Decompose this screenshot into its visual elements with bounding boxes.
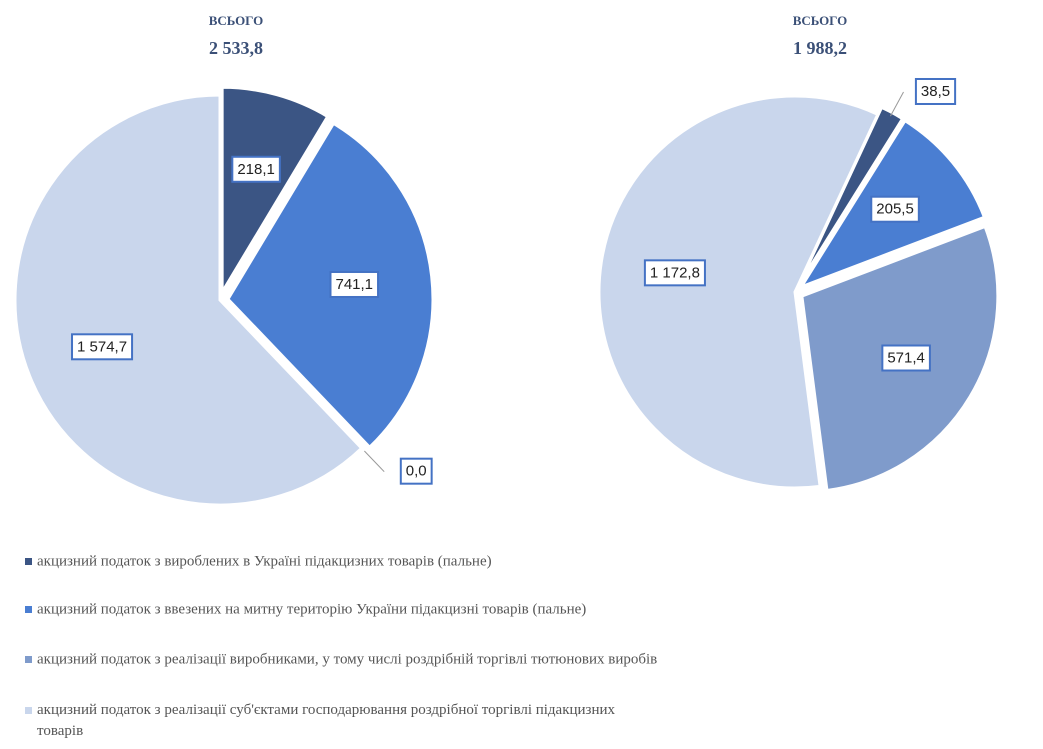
- pie-slice: [13, 93, 364, 507]
- chart-title: ВСЬОГО: [793, 13, 848, 28]
- data-label: 38,5: [921, 83, 950, 100]
- leader-line: [364, 450, 385, 473]
- data-label-box: [881, 344, 931, 372]
- legend-swatch: [25, 606, 32, 613]
- data-label: 218,1: [237, 161, 275, 178]
- legend-swatch: [25, 707, 32, 714]
- data-label: 741,1: [335, 276, 373, 293]
- data-label-box: [914, 77, 957, 105]
- legend-label: акцизний податок з реалізації виробникам…: [37, 651, 657, 667]
- data-label-box: [643, 259, 706, 287]
- legend-label: акцизний податок з вироблених в Україні …: [37, 553, 492, 569]
- legend-swatch: [25, 656, 32, 663]
- legend-swatch: [25, 558, 32, 565]
- data-label-box: [329, 270, 380, 298]
- leader-line: [889, 91, 904, 117]
- pie-slice: [597, 94, 880, 490]
- chart-subtitle: 1 988,2: [793, 38, 847, 58]
- data-label-box: [71, 333, 134, 361]
- data-label-box: [399, 457, 433, 485]
- legend-label: акцизний податок з ввезених на митну тер…: [37, 601, 586, 617]
- pie-slice: [220, 85, 330, 298]
- legend-line: акцизний податок з реалізації суб'єктами…: [37, 702, 616, 718]
- legend-label: акцизний податок з реалізації суб'єктами…: [37, 702, 616, 739]
- data-label-box: [231, 155, 281, 183]
- data-label: 1 574,7: [77, 338, 127, 355]
- data-label: 205,5: [876, 201, 914, 218]
- data-label: 1 172,8: [650, 264, 700, 281]
- data-label: 571,4: [887, 350, 925, 367]
- chart-title: ВСЬОГО: [209, 13, 264, 28]
- data-label: 0,0: [406, 463, 427, 480]
- data-label-box: [870, 195, 920, 223]
- chart-subtitle: 2 533,8: [209, 38, 263, 58]
- legend-line: товарів: [37, 723, 83, 739]
